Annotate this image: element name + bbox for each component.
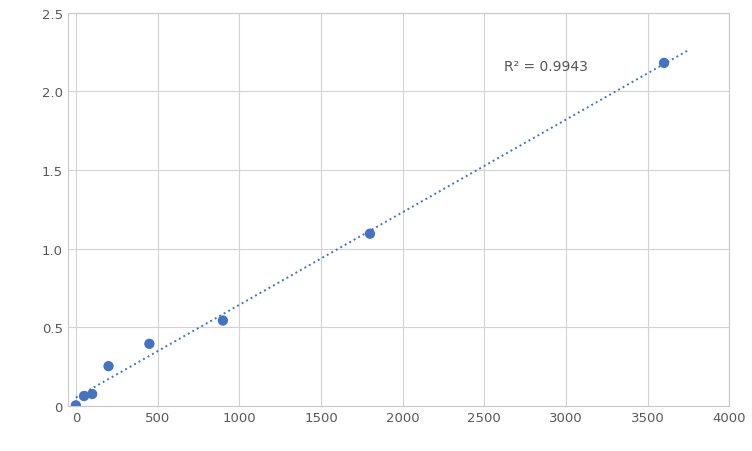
- Text: R² = 0.9943: R² = 0.9943: [504, 60, 588, 74]
- Point: [78, 392, 90, 400]
- Point: [144, 341, 156, 348]
- Point: [86, 391, 99, 398]
- Point: [658, 60, 670, 67]
- Point: [70, 402, 82, 409]
- Point: [102, 363, 114, 370]
- Point: [364, 230, 376, 238]
- Point: [217, 317, 229, 324]
